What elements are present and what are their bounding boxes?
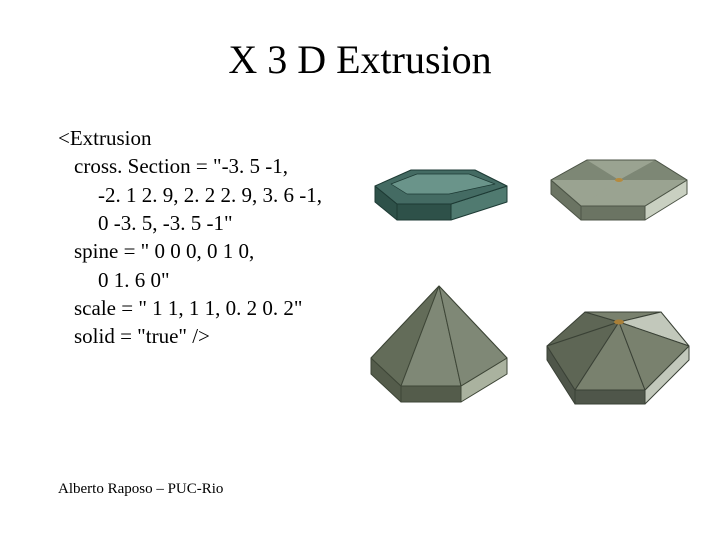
code-line: -2. 1 2. 9, 2. 2 2. 9, 3. 6 -1,: [58, 181, 358, 209]
extrusion-figure-2: [534, 118, 696, 238]
code-block: <Extrusion cross. Section = "-3. 5 -1, -…: [58, 124, 358, 351]
code-line: cross. Section = "-3. 5 -1,: [58, 152, 358, 180]
figures-grid: [356, 118, 696, 426]
extrusion-figure-1: [356, 118, 518, 238]
footer-credit: Alberto Raposo – PUC-Rio: [58, 481, 223, 498]
code-line: solid = "true" />: [58, 322, 358, 350]
extrusion-figure-4: [534, 252, 696, 412]
extrusion-figure-3: [356, 252, 518, 412]
code-line: scale = " 1 1, 1 1, 0. 2 0. 2": [58, 294, 358, 322]
code-line: <Extrusion: [58, 124, 358, 152]
page-title: X 3 D Extrusion: [0, 36, 720, 83]
code-line: 0 1. 6 0": [58, 266, 358, 294]
code-line: spine = " 0 0 0, 0 1 0,: [58, 237, 358, 265]
code-line: 0 -3. 5, -3. 5 -1": [58, 209, 358, 237]
